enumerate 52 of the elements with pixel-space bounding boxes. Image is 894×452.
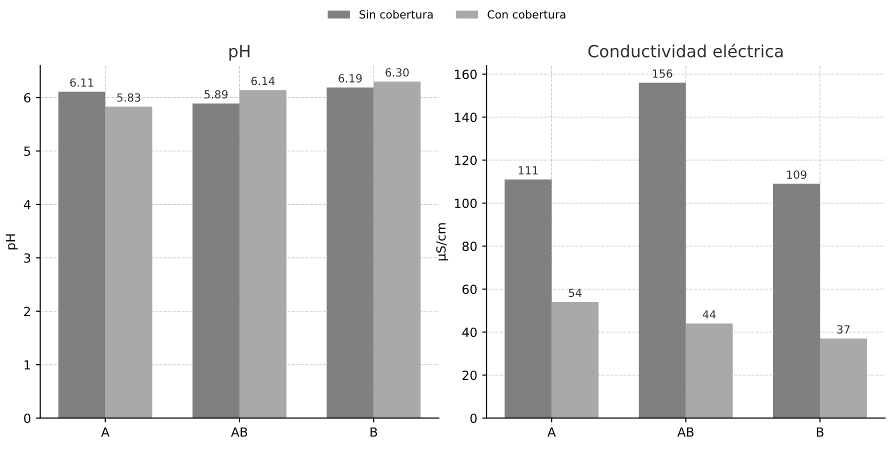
y-axis-title: pH bbox=[6, 234, 18, 250]
bar bbox=[192, 103, 240, 418]
legend-label: Con cobertura bbox=[488, 10, 566, 19]
bar bbox=[638, 82, 686, 418]
data-label: 6.19 bbox=[338, 74, 362, 83]
y-tick-label: 6 bbox=[24, 93, 30, 103]
chart-title: pH bbox=[229, 45, 250, 61]
y-axis-title: µS/cm bbox=[436, 223, 448, 260]
y-tick-label: 100 bbox=[455, 198, 477, 208]
bar bbox=[326, 87, 374, 418]
y-tick-label: 5 bbox=[24, 146, 30, 156]
bar bbox=[773, 184, 820, 418]
bar bbox=[820, 338, 867, 418]
chart-title: Conductividad eléctrica bbox=[588, 44, 783, 58]
data-label: 6.14 bbox=[251, 76, 275, 86]
y-tick-label: 40 bbox=[462, 328, 477, 338]
y-tick-label: 80 bbox=[462, 242, 477, 252]
bar bbox=[374, 82, 421, 418]
y-tick-label: 3 bbox=[24, 253, 30, 263]
y-tick-label: 60 bbox=[462, 284, 477, 294]
y-tick-label: 2 bbox=[24, 306, 30, 316]
y-tick-label: 160 bbox=[455, 70, 477, 80]
data-label: 111 bbox=[518, 166, 538, 174]
data-label: 5.89 bbox=[204, 90, 228, 99]
x-tick-label: AB bbox=[231, 428, 248, 437]
data-label: 44 bbox=[702, 310, 716, 318]
y-tick-label: 120 bbox=[455, 156, 477, 166]
data-label: 54 bbox=[568, 288, 582, 298]
data-label: 6.30 bbox=[386, 68, 409, 77]
bar bbox=[105, 106, 152, 418]
x-tick-label: A bbox=[547, 428, 556, 437]
bar bbox=[58, 92, 106, 418]
y-tick-label: 20 bbox=[462, 370, 477, 380]
y-tick-label: 0 bbox=[24, 414, 30, 424]
bar bbox=[239, 90, 286, 418]
data-label: 6.11 bbox=[70, 78, 94, 87]
legend-label: Sin cobertura bbox=[360, 10, 433, 19]
data-label: 109 bbox=[787, 170, 806, 179]
y-tick-label: 4 bbox=[24, 200, 30, 210]
bar bbox=[552, 302, 599, 418]
x-tick-label: AB bbox=[677, 428, 694, 437]
data-label: 5.83 bbox=[117, 93, 140, 102]
y-tick-label: 0 bbox=[470, 414, 477, 424]
data-label: 37 bbox=[837, 325, 850, 334]
y-tick-label: 1 bbox=[24, 360, 30, 370]
bar bbox=[686, 324, 733, 418]
x-tick-label: A bbox=[101, 428, 110, 437]
y-tick-label: 140 bbox=[455, 112, 477, 122]
bar bbox=[504, 179, 552, 418]
x-tick-label: B bbox=[370, 428, 378, 437]
x-tick-label: B bbox=[816, 428, 824, 437]
data-label: 156 bbox=[652, 69, 672, 78]
